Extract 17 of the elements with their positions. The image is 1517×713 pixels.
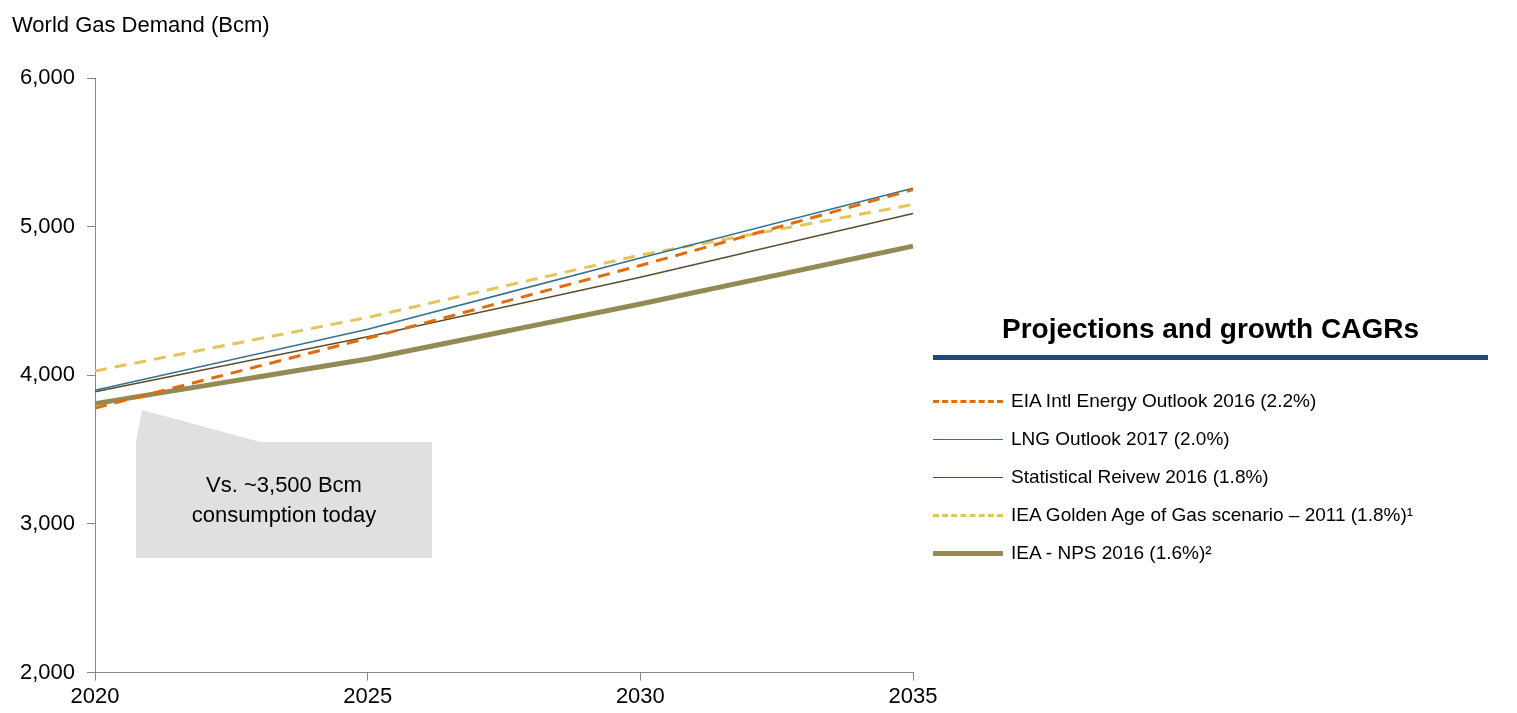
y-tick-label: 6,000	[19, 64, 76, 90]
y-tick-label: 5,000	[19, 212, 76, 238]
annotation: Vs. ~3,500 Bcm consumption today	[190, 471, 378, 529]
legend-label: IEA Golden Age of Gas scenario – 2011 (1.8%)¹	[1011, 504, 1414, 526]
legend-label: LNG Outlook 2017 (2.0%)	[1011, 428, 1230, 450]
x-tick-label: 2025	[343, 682, 393, 708]
legend-label: Statistical Reivew 2016 (1.8%)	[1011, 466, 1269, 488]
y-tick-label: 2,000	[19, 658, 76, 684]
x-tick-label: 2020	[70, 682, 120, 708]
legend-title: Projections and growth CAGRs	[933, 313, 1488, 360]
y-axis-title: World Gas Demand (Bcm)	[12, 12, 270, 38]
y-tick-label: 3,000	[19, 510, 76, 536]
x-tick-label: 2030	[615, 682, 665, 708]
x-tick-label: 2035	[888, 682, 938, 708]
y-tick-label: 4,000	[19, 361, 76, 387]
legend-label: IEA - NPS 2016 (1.6%)²	[1011, 542, 1212, 564]
legend-label: EIA Intl Energy Outlook 2016 (2.2%)	[1011, 390, 1317, 412]
